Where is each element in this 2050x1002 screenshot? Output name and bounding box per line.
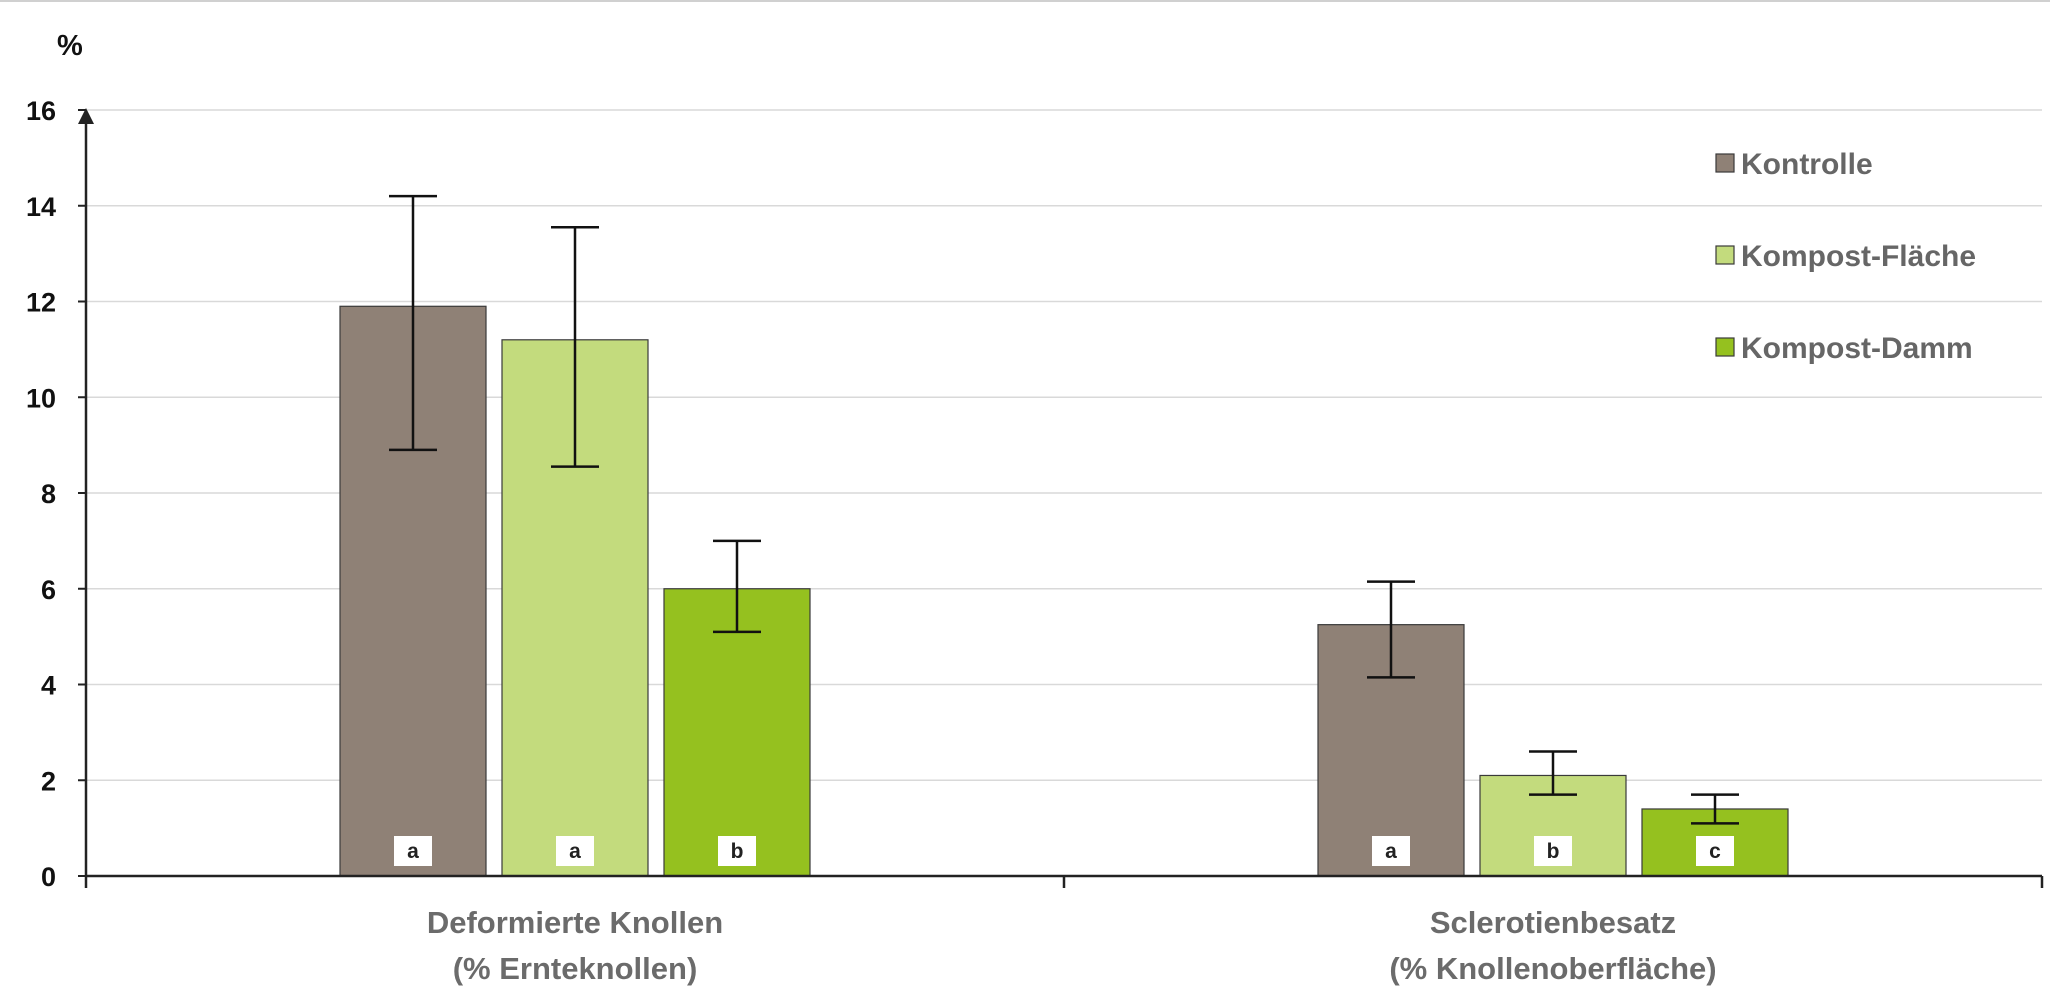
significance-letter-box xyxy=(556,836,594,866)
legend-swatch xyxy=(1715,337,1735,357)
category-labels: Deformierte Knollen (% Ernteknollen) Scler… xyxy=(427,905,1717,986)
y-tick-label: 8 xyxy=(41,479,56,509)
category-label: Deformierte Knollen (% Ernteknollen) xyxy=(427,905,723,986)
y-tick-labels: 0 2 4 6 8 10 12 14 16 xyxy=(26,96,56,892)
y-unit-label: % xyxy=(57,30,83,62)
y-tick-label: 10 xyxy=(26,383,56,413)
y-tick-label: 4 xyxy=(41,671,56,701)
y-axis-arrow xyxy=(78,108,94,124)
bars xyxy=(339,305,1789,877)
significance-letter: c xyxy=(1709,840,1721,863)
significance-letter: a xyxy=(1385,840,1397,863)
legend-label: Kontrolle xyxy=(1741,148,1873,181)
y-tick-label: 14 xyxy=(26,192,56,222)
y-tick-label: 2 xyxy=(41,766,56,796)
legend-label: Kompost-Fläche xyxy=(1741,240,1976,273)
significance-letter: a xyxy=(407,840,419,863)
legend: Kontrolle Kompost-Fläche Kompost-Damm xyxy=(1715,148,1976,365)
significance-letter-box xyxy=(394,836,432,866)
error-bars xyxy=(389,194,1739,825)
y-tick-label: 6 xyxy=(41,575,56,605)
significance-letter: b xyxy=(731,840,744,863)
legend-swatch xyxy=(1715,153,1735,173)
y-tick-label: 12 xyxy=(26,288,56,318)
significance-letter-box xyxy=(1696,836,1734,866)
y-tick-label: 16 xyxy=(26,96,56,126)
significance-letter-box xyxy=(718,836,756,866)
category-label: Sclerotienbesatz (% Knollenoberfläche) xyxy=(1389,905,1716,986)
legend-label: Kompost-Damm xyxy=(1741,332,1973,365)
significance-letter-box xyxy=(1534,836,1572,866)
axes xyxy=(78,108,2044,888)
y-tick-label: 0 xyxy=(41,862,56,892)
significance-letter: a xyxy=(569,840,581,863)
significance-letter: b xyxy=(1547,840,1560,863)
significance-letter-box xyxy=(1372,836,1410,866)
legend-swatch xyxy=(1715,245,1735,265)
